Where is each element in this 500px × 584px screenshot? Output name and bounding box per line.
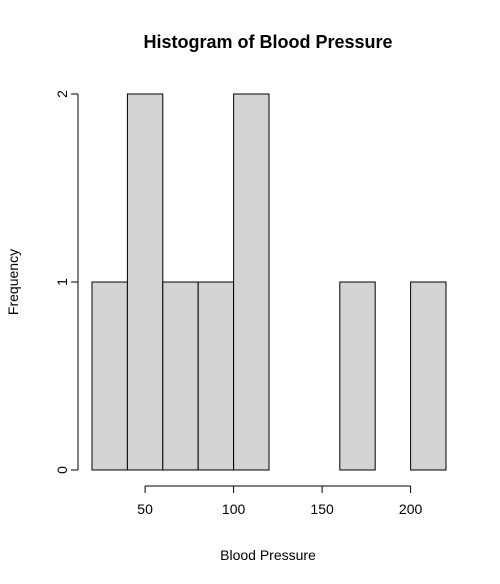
x-axis-label: Blood Pressure <box>220 547 316 563</box>
histogram-bar <box>339 281 376 471</box>
x-tick-label: 50 <box>137 501 153 517</box>
chart-title: Histogram of Blood Pressure <box>143 32 392 52</box>
y-axis: 0 1 2 <box>54 90 79 474</box>
y-tick-label: 1 <box>54 278 70 286</box>
y-tick-label: 0 <box>54 466 70 474</box>
x-axis: 50 100 150 200 <box>137 485 423 517</box>
y-axis-label: Frequency <box>5 249 21 315</box>
y-tick-label: 2 <box>54 90 70 98</box>
histogram-bar <box>233 93 270 471</box>
histogram-bar <box>197 281 235 471</box>
x-tick-label: 200 <box>399 501 423 517</box>
histogram-bar <box>162 281 199 471</box>
x-tick-label: 150 <box>310 501 334 517</box>
histogram-bar <box>126 93 164 471</box>
histogram-bar <box>91 281 128 471</box>
x-tick-label: 100 <box>222 501 246 517</box>
bars-group <box>91 93 447 471</box>
histogram-bar <box>410 281 447 471</box>
